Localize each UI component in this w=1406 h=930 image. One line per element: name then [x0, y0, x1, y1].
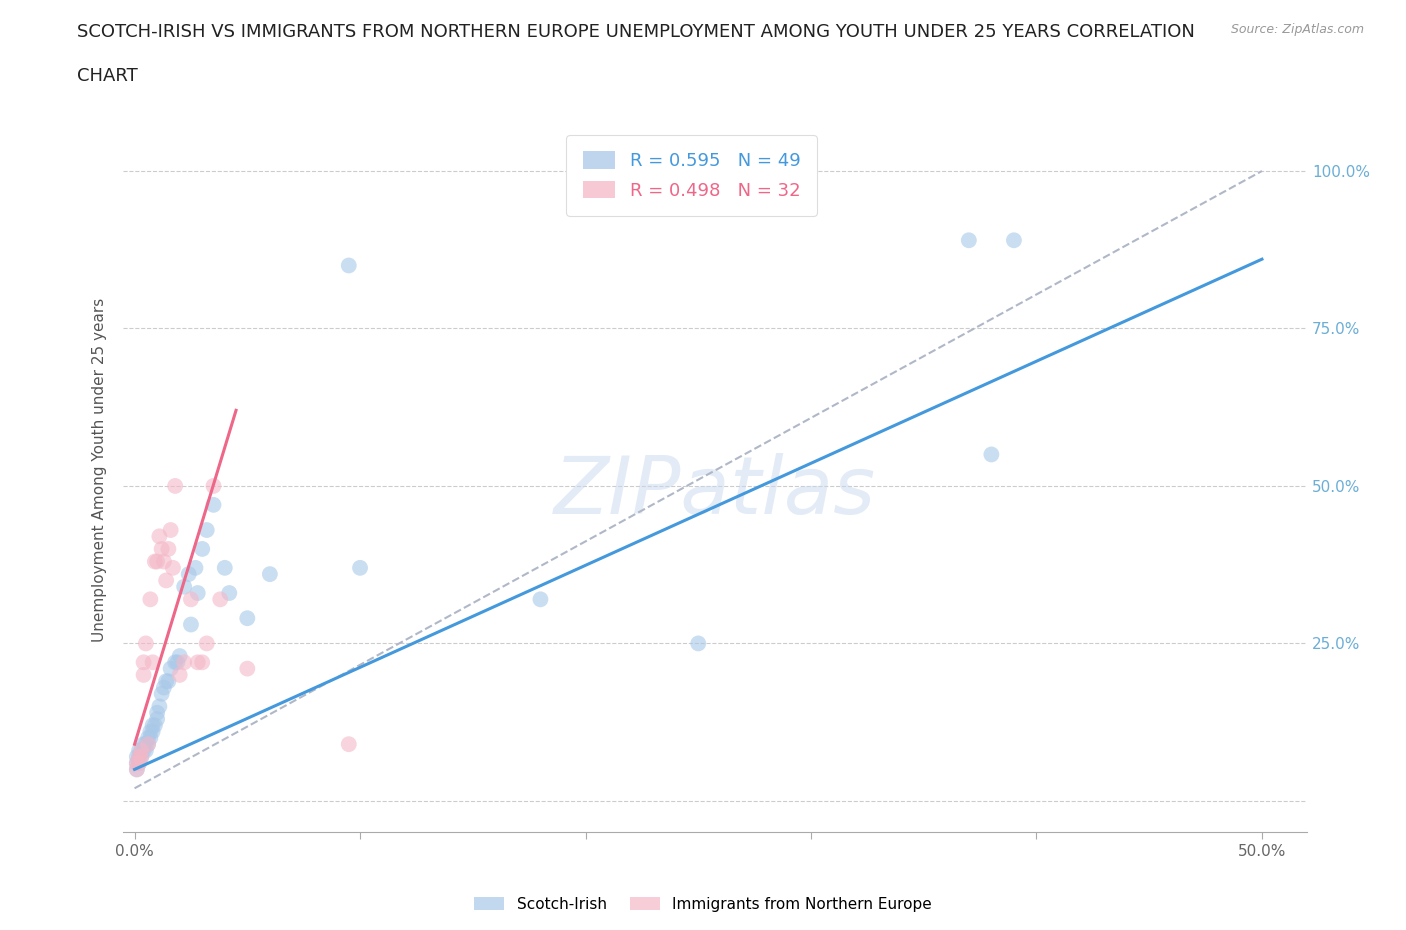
Text: Source: ZipAtlas.com: Source: ZipAtlas.com	[1230, 23, 1364, 36]
Point	[131, 750, 153, 764]
Point	[125, 762, 148, 777]
Legend: Scotch-Irish, Immigrants from Northern Europe: Scotch-Irish, Immigrants from Northern E…	[468, 890, 938, 918]
Point	[337, 737, 360, 751]
Point	[125, 756, 148, 771]
Point	[688, 636, 710, 651]
Point	[195, 523, 218, 538]
Point	[202, 479, 225, 494]
Point	[159, 661, 181, 676]
Point	[173, 655, 195, 670]
Point	[337, 258, 360, 272]
Point	[202, 498, 225, 512]
Point	[166, 655, 188, 670]
Point	[139, 591, 162, 606]
Point	[153, 554, 176, 569]
Y-axis label: Unemployment Among Youth under 25 years: Unemployment Among Youth under 25 years	[93, 299, 107, 643]
Point	[169, 648, 191, 663]
Point	[169, 668, 191, 683]
Point	[132, 743, 155, 758]
Point	[177, 566, 200, 581]
Point	[136, 730, 159, 745]
Point	[142, 718, 165, 733]
Point	[191, 541, 214, 556]
Point	[214, 561, 236, 576]
Point	[139, 730, 162, 745]
Point	[139, 724, 162, 739]
Point	[131, 750, 153, 764]
Point	[180, 618, 202, 632]
Point	[209, 591, 232, 606]
Point	[146, 554, 169, 569]
Point	[155, 673, 177, 688]
Point	[131, 743, 153, 758]
Point	[259, 566, 281, 581]
Point	[143, 554, 166, 569]
Point	[153, 680, 176, 695]
Point	[143, 718, 166, 733]
Point	[180, 591, 202, 606]
Point	[146, 711, 169, 726]
Point	[980, 447, 1002, 462]
Point	[159, 523, 181, 538]
Point	[142, 724, 165, 739]
Point	[148, 529, 170, 544]
Point	[132, 737, 155, 751]
Point	[132, 668, 155, 683]
Point	[136, 737, 159, 751]
Point	[142, 655, 165, 670]
Point	[191, 655, 214, 670]
Point	[529, 591, 551, 606]
Text: SCOTCH-IRISH VS IMMIGRANTS FROM NORTHERN EUROPE UNEMPLOYMENT AMONG YOUTH UNDER 2: SCOTCH-IRISH VS IMMIGRANTS FROM NORTHERN…	[77, 23, 1195, 41]
Point	[135, 737, 157, 751]
Point	[128, 756, 150, 771]
Point	[125, 762, 148, 777]
Point	[136, 737, 159, 751]
Point	[187, 655, 209, 670]
Point	[150, 686, 173, 701]
Point	[162, 561, 184, 576]
Point	[1002, 232, 1025, 247]
Point	[184, 561, 207, 576]
Point	[125, 750, 148, 764]
Point	[349, 561, 371, 576]
Point	[157, 541, 180, 556]
Point	[165, 479, 187, 494]
Point	[187, 586, 209, 601]
Point	[195, 636, 218, 651]
Point	[957, 232, 980, 247]
Point	[218, 586, 240, 601]
Text: ZIPatlas: ZIPatlas	[554, 453, 876, 531]
Point	[165, 655, 187, 670]
Point	[125, 756, 148, 771]
Point	[135, 636, 157, 651]
Point	[128, 756, 150, 771]
Point	[135, 743, 157, 758]
Point	[236, 661, 259, 676]
Point	[132, 655, 155, 670]
Point	[150, 541, 173, 556]
Point	[146, 705, 169, 720]
Point	[128, 743, 150, 758]
Point	[157, 673, 180, 688]
Point	[148, 699, 170, 714]
Point	[128, 750, 150, 764]
Point	[128, 750, 150, 764]
Point	[131, 743, 153, 758]
Point	[173, 579, 195, 594]
Point	[236, 611, 259, 626]
Legend: R = 0.595   N = 49, R = 0.498   N = 32: R = 0.595 N = 49, R = 0.498 N = 32	[567, 135, 817, 216]
Point	[155, 573, 177, 588]
Text: CHART: CHART	[77, 67, 138, 85]
